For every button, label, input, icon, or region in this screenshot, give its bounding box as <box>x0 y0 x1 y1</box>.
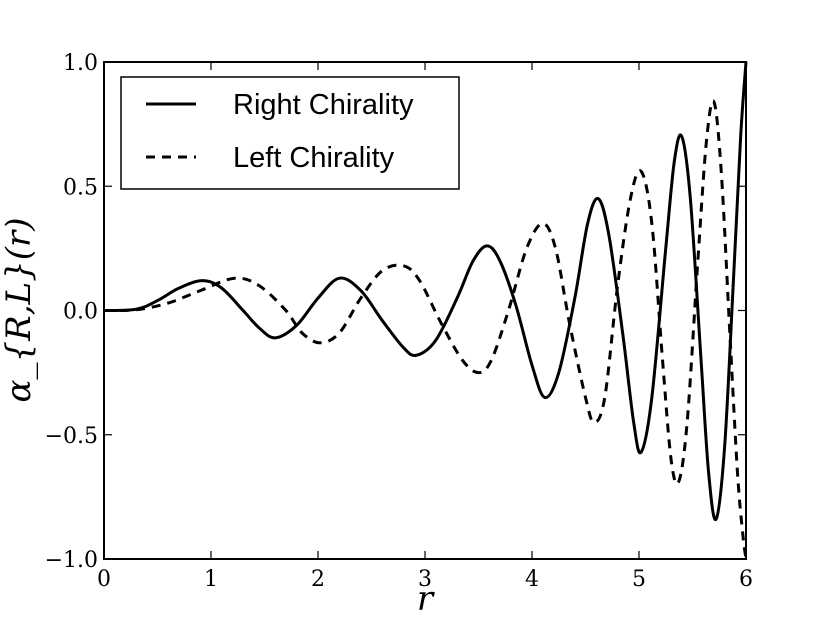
legend: Right Chirality Left Chirality <box>120 76 460 190</box>
y-tick-label: 0.0 <box>63 300 98 325</box>
x-tick-label: 1 <box>204 567 218 592</box>
y-tick-label: 0.5 <box>63 175 98 200</box>
x-tick-label: 0 <box>97 567 111 592</box>
x-tick-label: 3 <box>418 567 432 592</box>
tick-labels: 0 1 2 3 4 5 6 −1.0 −0.5 0.0 0.5 1.0 <box>45 51 753 592</box>
legend-label-right: Right Chirality <box>233 89 414 121</box>
series-layer <box>103 61 748 560</box>
x-tick-label: 5 <box>632 567 646 592</box>
y-axis-label: α_{R,L}(r) <box>0 218 39 403</box>
plot-frame <box>103 61 747 560</box>
y-tick-label: 1.0 <box>63 51 98 76</box>
x-axis-label: r <box>417 579 435 619</box>
x-tick-label: 2 <box>311 567 325 592</box>
y-tick-label: −1.0 <box>45 548 98 573</box>
series-line-left-chirality <box>103 99 748 560</box>
legend-label-left: Left Chirality <box>233 142 395 174</box>
series-line-right-chirality <box>103 61 748 521</box>
x-tick-label: 6 <box>739 567 753 592</box>
legend-box <box>120 76 460 190</box>
y-tick-label: −0.5 <box>45 424 98 449</box>
x-tick-label: 4 <box>525 567 539 592</box>
